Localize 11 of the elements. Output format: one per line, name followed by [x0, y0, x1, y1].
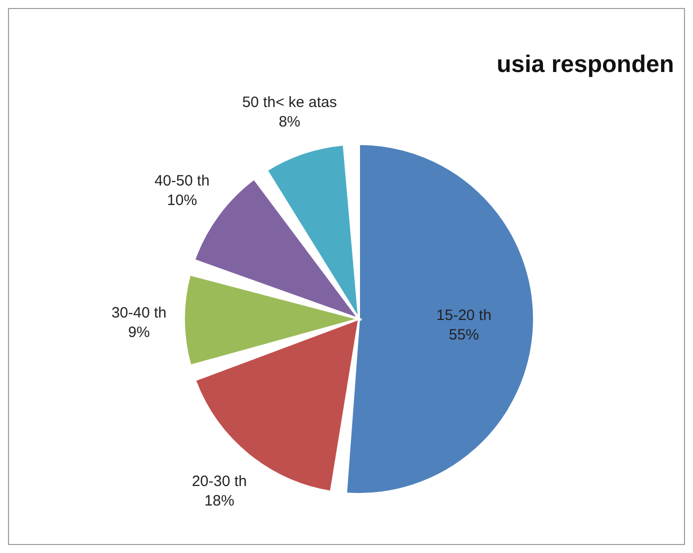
data-label: 8% [278, 114, 300, 131]
data-label: 18% [204, 492, 234, 510]
slice-label: 15-20 th [436, 306, 492, 324]
slice-label: 20-30 th [192, 473, 247, 490]
data-label: 55% [448, 326, 479, 344]
slice-label: 40-50 th [154, 172, 210, 190]
slice-label: 30-40 th [111, 304, 167, 322]
text: usia responden [496, 51, 674, 79]
data-label: 9% [128, 324, 150, 341]
data-label: 10% [167, 192, 198, 209]
slice-label: 50 th< ke atas [242, 94, 337, 112]
